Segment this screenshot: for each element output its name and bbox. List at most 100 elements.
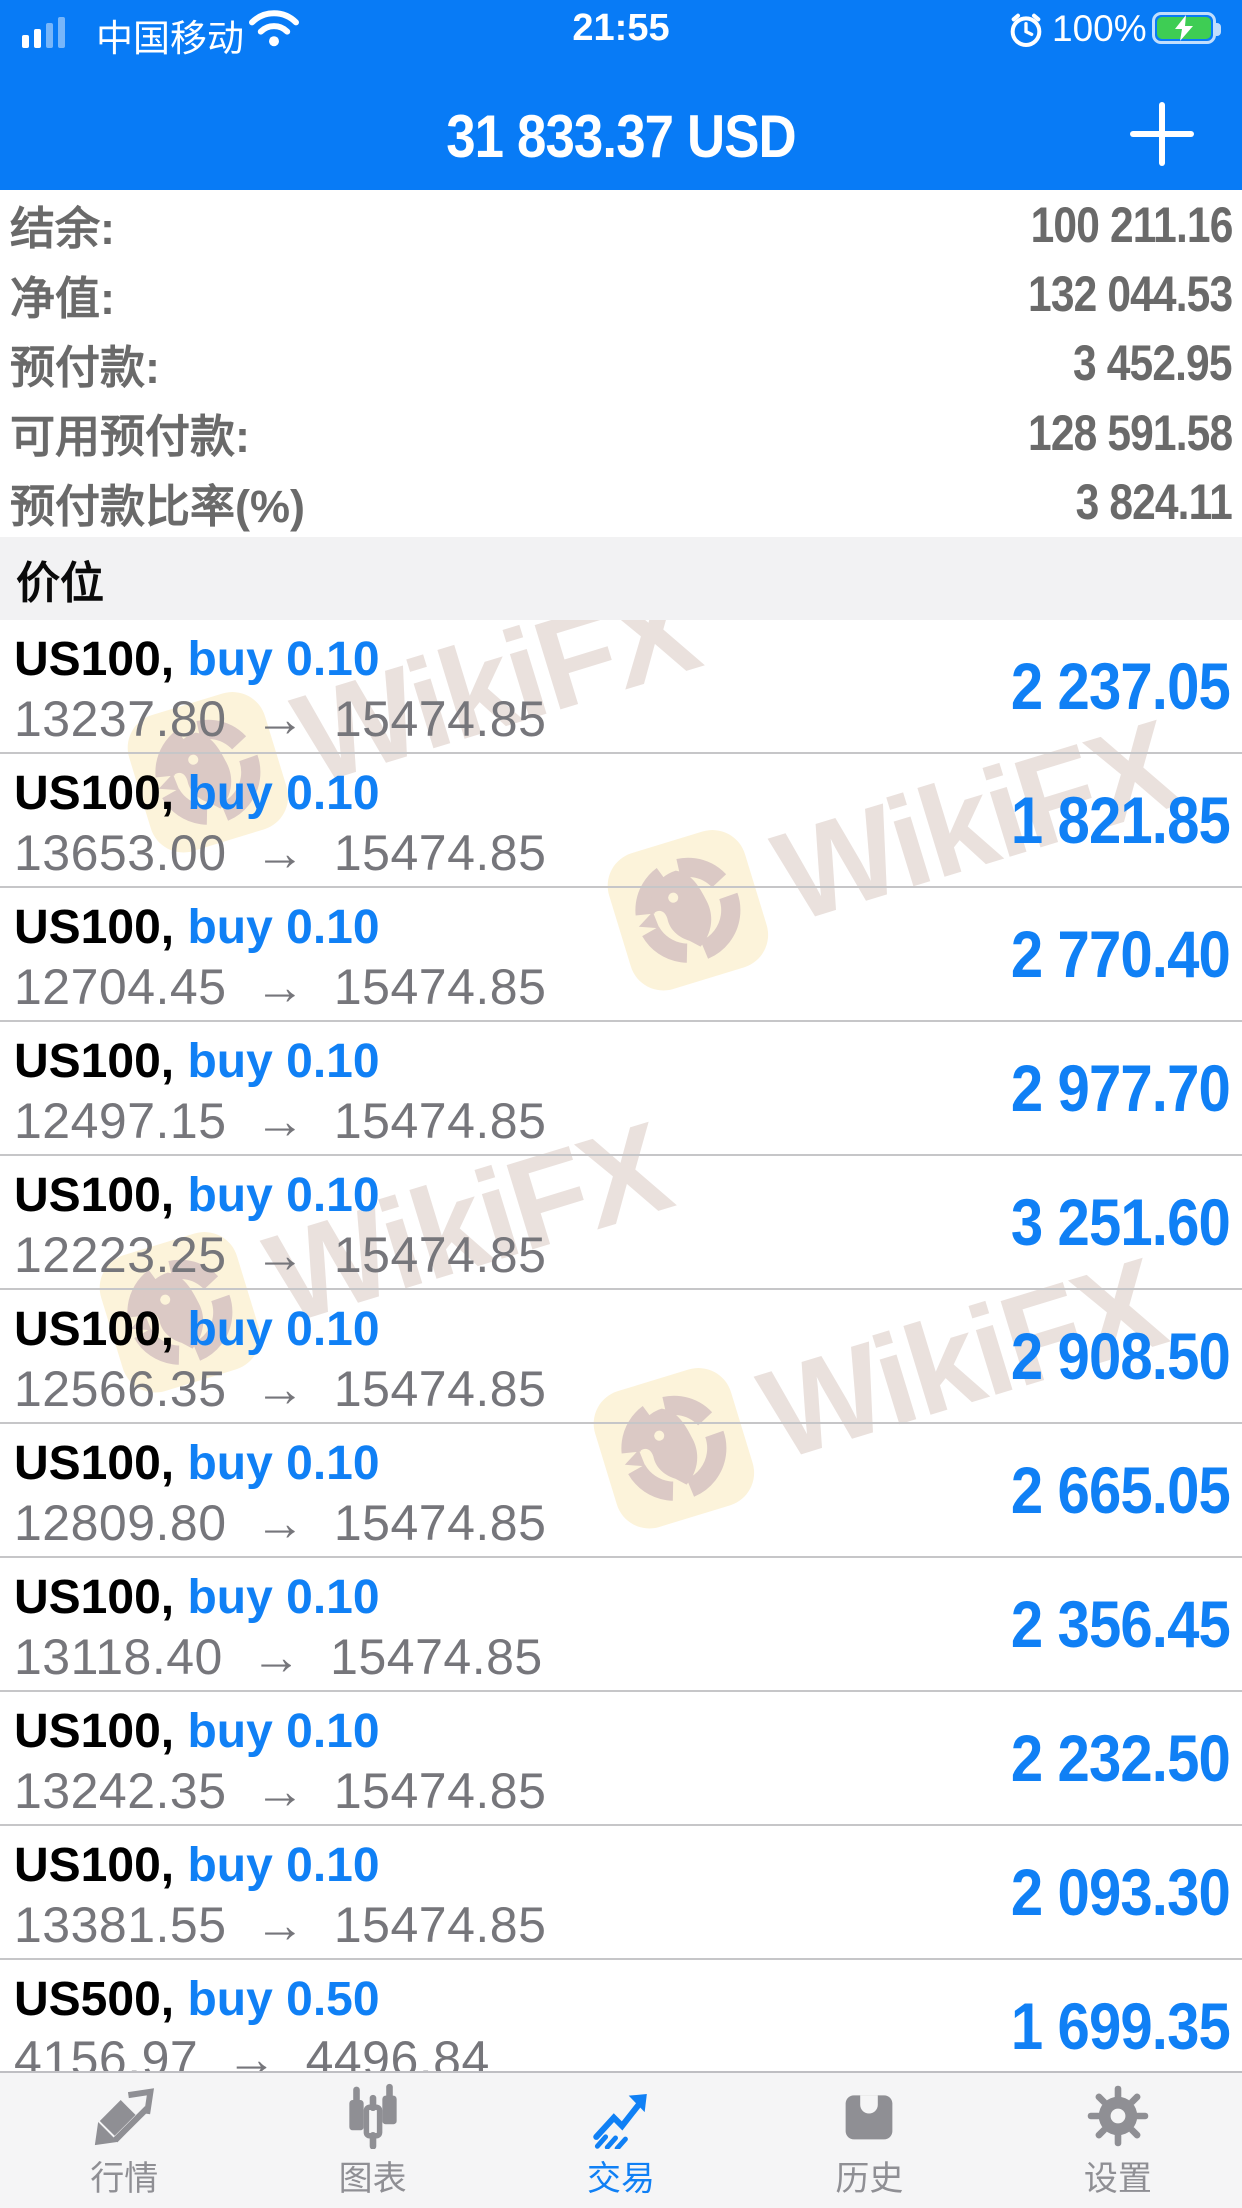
position-profit: 2 232.50 [1010,1721,1231,1795]
tab-label: 历史 [835,2160,904,2198]
open-price: 12809.80 [14,1495,227,1551]
tab-item[interactable]: 历史 [745,2073,993,2208]
position-prices: 12809.80 → 15474.85 [14,1494,546,1552]
trade-trend-icon [593,2094,647,2149]
tab-item[interactable]: 图表 [248,2073,496,2208]
position-profit: 2 356.45 [1010,1587,1231,1661]
side-volume-label: buy 0.10 [187,1705,380,1758]
open-price: 13242.35 [14,1763,227,1819]
position-title: US100, buy 0.10 [14,1570,380,1625]
position-profit: 3 251.60 [1010,1185,1231,1259]
summary-label: 可用预付款: [10,411,250,463]
price-arrow-icon: → [226,2031,278,2071]
summary-value: 3 452.95 [1073,335,1232,392]
current-price: 15474.85 [333,1227,547,1283]
history-box-icon [836,2083,902,2149]
position-profit: 1 699.35 [1010,1989,1231,2063]
candlestick-chart-icon [340,2083,406,2149]
account-total-title: 31 833.37 USD [446,103,796,170]
current-price: 15474.85 [333,691,547,747]
position-prices: 13381.55 → 15474.85 [14,1896,546,1954]
position-row[interactable]: US100, buy 0.10 12566.35 → 15474.85 2 90… [0,1290,1242,1424]
open-price: 12704.45 [14,959,227,1015]
open-price: 13118.40 [14,1629,223,1685]
cellular-signal-icon [22,16,84,48]
position-row[interactable]: US100, buy 0.10 12497.15 → 15474.85 2 97… [0,1022,1242,1156]
symbol-label: US500, [14,1973,175,2026]
symbol-label: US100, [14,633,175,686]
price-arrow-icon: → [254,825,306,881]
position-profit: 2 665.05 [1010,1453,1231,1527]
side-volume-label: buy 0.10 [187,633,380,686]
summary-label: 预付款比率(%) [10,480,305,532]
add-order-button[interactable] [1124,96,1200,172]
position-row[interactable]: US100, buy 0.10 13381.55 → 15474.85 2 09… [0,1826,1242,1960]
tab-item[interactable]: 交易 [497,2073,745,2208]
position-row[interactable]: US500, buy 0.50 4156.97 → 4496.84 1 699.… [0,1960,1242,2071]
tab-label: 设置 [1083,2160,1152,2198]
position-row[interactable]: US100, buy 0.10 12704.45 → 15474.85 2 77… [0,888,1242,1022]
price-arrow-icon: → [254,1897,306,1953]
position-title: US100, buy 0.10 [14,1302,380,1357]
open-price: 13237.80 [14,691,227,747]
current-price: 15474.85 [333,825,547,881]
open-price: 12223.25 [14,1227,227,1283]
carrier-label: 中国移动 [96,18,244,59]
summary-row: 净值: 132 044.53 [0,259,1242,328]
price-arrow-icon: → [254,959,306,1015]
position-prices: 13653.00 → 15474.85 [14,824,546,882]
status-bar: 中国移动 21:55 100% [0,0,1242,60]
summary-row: 结余: 100 211.16 [0,190,1242,259]
side-volume-label: buy 0.10 [187,1839,380,1892]
position-title: US100, buy 0.10 [14,1168,380,1223]
status-time: 21:55 [572,7,670,49]
symbol-label: US100, [14,1705,175,1758]
position-row[interactable]: US100, buy 0.10 13653.00 → 15474.85 1 82… [0,754,1242,888]
open-price: 4156.97 [14,2031,199,2071]
position-title: US100, buy 0.10 [14,900,380,955]
summary-value: 128 591.58 [1027,404,1233,461]
positions-list: US100, buy 0.10 13237.80 → 15474.85 2 23… [0,620,1242,2071]
quotes-arrows-icon [91,2083,157,2149]
symbol-label: US100, [14,1303,175,1356]
section-band: 价位 [0,537,1242,620]
current-price: 15474.85 [330,1629,543,1685]
section-title: 价位 [16,558,104,608]
symbol-label: US100, [14,1437,175,1490]
battery-charging-icon [1152,12,1221,44]
symbol-label: US100, [14,767,175,820]
side-volume-label: buy 0.10 [187,1169,380,1222]
tab-item[interactable]: 设置 [994,2073,1242,2208]
current-price: 15474.85 [333,1093,547,1149]
account-summary: 结余: 100 211.16 净值: 132 044.53 预付款: 3 452… [0,190,1242,537]
candlestick-chart-icon [348,2083,397,2149]
position-prices: 12704.45 → 15474.85 [14,958,546,1016]
settings-gear-icon [1087,2085,1149,2147]
current-price: 15474.85 [333,1897,547,1953]
symbol-label: US100, [14,1035,175,1088]
position-prices: 12223.25 → 15474.85 [14,1226,546,1284]
price-arrow-icon: → [254,1093,306,1149]
wifi-icon [248,8,300,53]
tab-item[interactable]: 行情 [0,2073,248,2208]
position-title: US100, buy 0.10 [14,1034,380,1089]
current-price: 15474.85 [333,1361,547,1417]
position-row[interactable]: US100, buy 0.10 12809.80 → 15474.85 2 66… [0,1424,1242,1558]
side-volume-label: buy 0.10 [187,901,380,954]
position-row[interactable]: US100, buy 0.10 12223.25 → 15474.85 3 25… [0,1156,1242,1290]
price-arrow-icon: → [254,1227,306,1283]
position-row[interactable]: US100, buy 0.10 13242.35 → 15474.85 2 23… [0,1692,1242,1826]
side-volume-label: buy 0.10 [187,1035,380,1088]
position-profit: 2 977.70 [1010,1051,1231,1125]
summary-label: 净值: [10,272,115,324]
position-profit: 1 821.85 [1010,783,1231,857]
position-title: US100, buy 0.10 [14,632,380,687]
settings-gear-icon [1085,2083,1151,2149]
position-title: US500, buy 0.50 [14,1972,380,2027]
position-profit: 2 237.05 [1010,649,1231,723]
position-row[interactable]: US100, buy 0.10 13118.40 → 15474.85 2 35… [0,1558,1242,1692]
tab-bar: 行情 图表 交易 [0,2071,1242,2208]
side-volume-label: buy 0.10 [187,1437,380,1490]
position-row[interactable]: US100, buy 0.10 13237.80 → 15474.85 2 23… [0,620,1242,754]
position-prices: 13118.40 → 15474.85 [14,1628,543,1686]
